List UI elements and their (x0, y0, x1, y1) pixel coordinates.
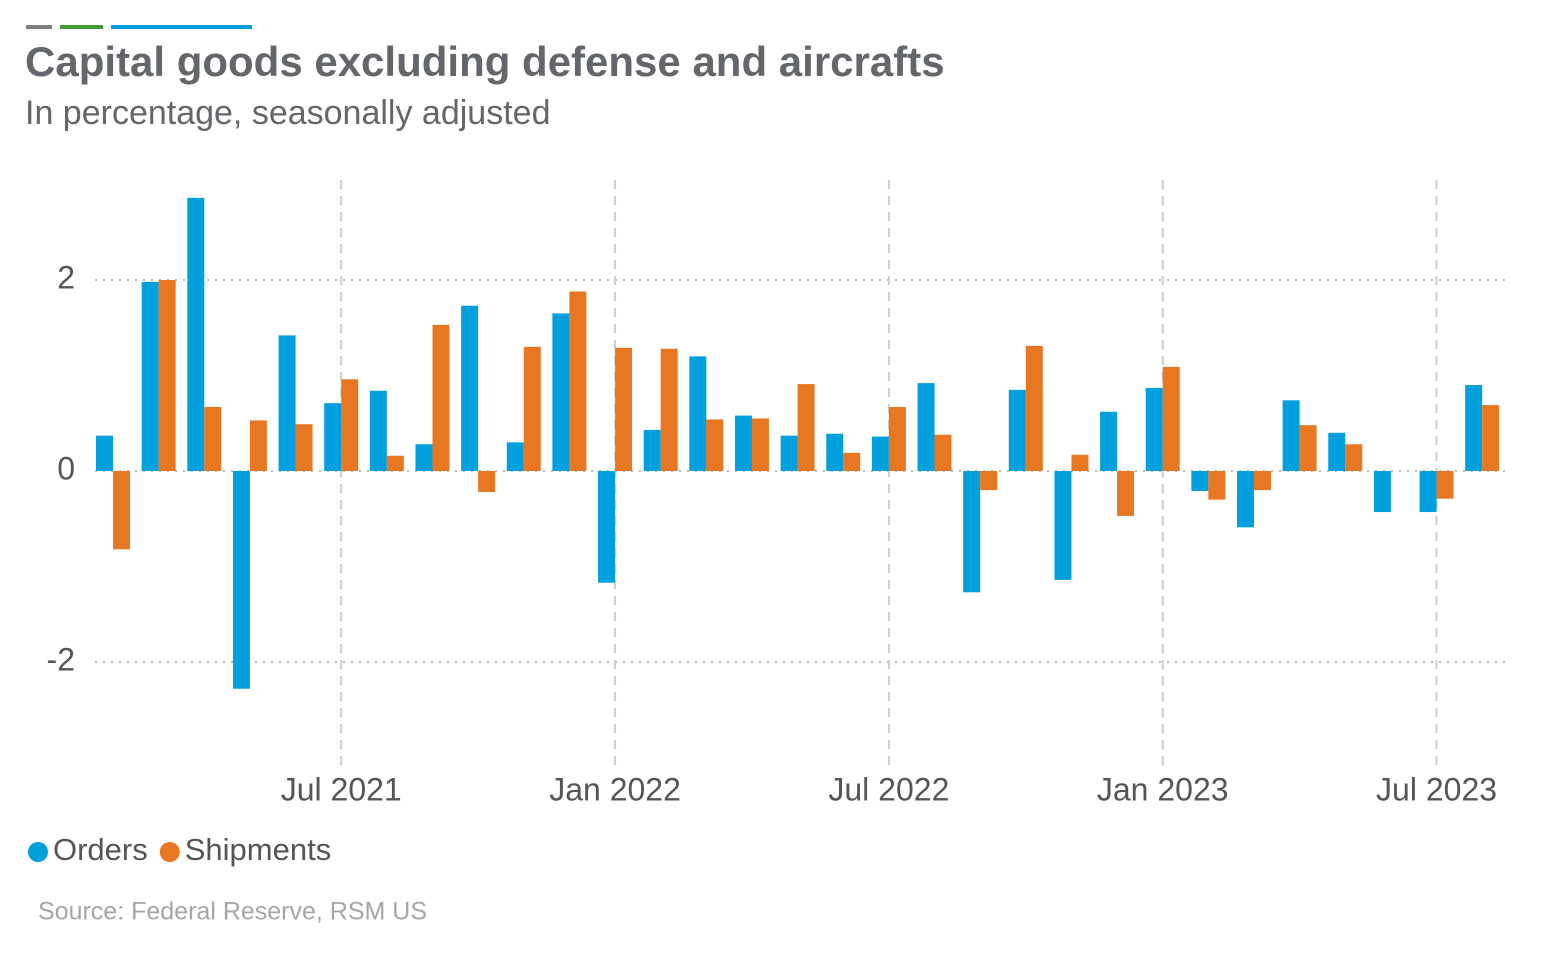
bar (1282, 400, 1300, 471)
legend-label: Orders (53, 832, 148, 867)
bar (888, 407, 906, 471)
bar (706, 419, 724, 471)
y-tick-label: -2 (47, 641, 75, 677)
bar (1191, 471, 1209, 492)
y-tick-label: 0 (57, 450, 75, 486)
y-tick-label: 2 (57, 259, 75, 295)
bar (369, 390, 387, 471)
bar (324, 403, 342, 471)
bar (980, 471, 998, 491)
bar (660, 348, 678, 471)
bar (232, 471, 250, 689)
bar (478, 471, 496, 493)
bar (569, 291, 587, 471)
legend-marker (28, 842, 48, 862)
bar (1328, 432, 1346, 471)
bar (963, 471, 981, 593)
bar (1373, 471, 1391, 513)
bar (204, 407, 222, 471)
bar (158, 280, 176, 471)
bar (1054, 471, 1072, 580)
bar (432, 324, 450, 471)
legend-label: Shipments (185, 832, 331, 867)
bar (1482, 405, 1500, 471)
source: Source: Federal Reserve, RSM US (38, 898, 427, 926)
bar (249, 420, 267, 471)
bar (341, 379, 359, 471)
legend-marker (159, 842, 180, 862)
bar (1008, 389, 1026, 471)
bar (295, 424, 313, 471)
bar (552, 313, 570, 471)
bar (1117, 471, 1135, 516)
bar (1100, 411, 1118, 471)
bar (1299, 425, 1317, 471)
bar (1253, 471, 1271, 491)
bar (1208, 471, 1226, 500)
bar (1025, 345, 1043, 471)
chart-title: Capital goods excluding defense and airc… (25, 38, 945, 85)
chart-subtitle: In percentage, seasonally adjusted (25, 94, 550, 132)
bar (1236, 471, 1254, 528)
bar (1465, 385, 1483, 471)
bar (598, 471, 616, 583)
bar (917, 383, 935, 471)
x-tick-label: Jul 2021 (281, 771, 402, 807)
bar (278, 335, 296, 471)
x-tick-label: Jan 2023 (1097, 771, 1229, 807)
x-tick-label: Jan 2022 (549, 771, 681, 807)
bar (187, 197, 205, 471)
bar (826, 433, 844, 471)
bar (1436, 471, 1454, 499)
bar (506, 442, 524, 471)
bar (615, 347, 633, 471)
bar (643, 429, 661, 471)
bar (934, 434, 952, 471)
bar (1345, 444, 1363, 471)
bar (1145, 387, 1163, 471)
bar (797, 384, 815, 471)
x-tick-label: Jul 2023 (1376, 771, 1497, 807)
bar (871, 436, 889, 471)
bar (780, 435, 798, 471)
bar (523, 346, 541, 471)
bar (1071, 454, 1089, 471)
bar (386, 455, 404, 471)
bar (415, 444, 433, 471)
bar (751, 418, 769, 471)
bar (96, 435, 114, 471)
bar (843, 452, 861, 471)
bar (1162, 366, 1180, 471)
bar (689, 356, 707, 471)
x-tick-label: Jul 2022 (828, 771, 949, 807)
bar (1419, 471, 1437, 513)
bar (734, 415, 752, 471)
bar (461, 305, 479, 471)
bar (141, 281, 159, 471)
bar (113, 471, 131, 550)
